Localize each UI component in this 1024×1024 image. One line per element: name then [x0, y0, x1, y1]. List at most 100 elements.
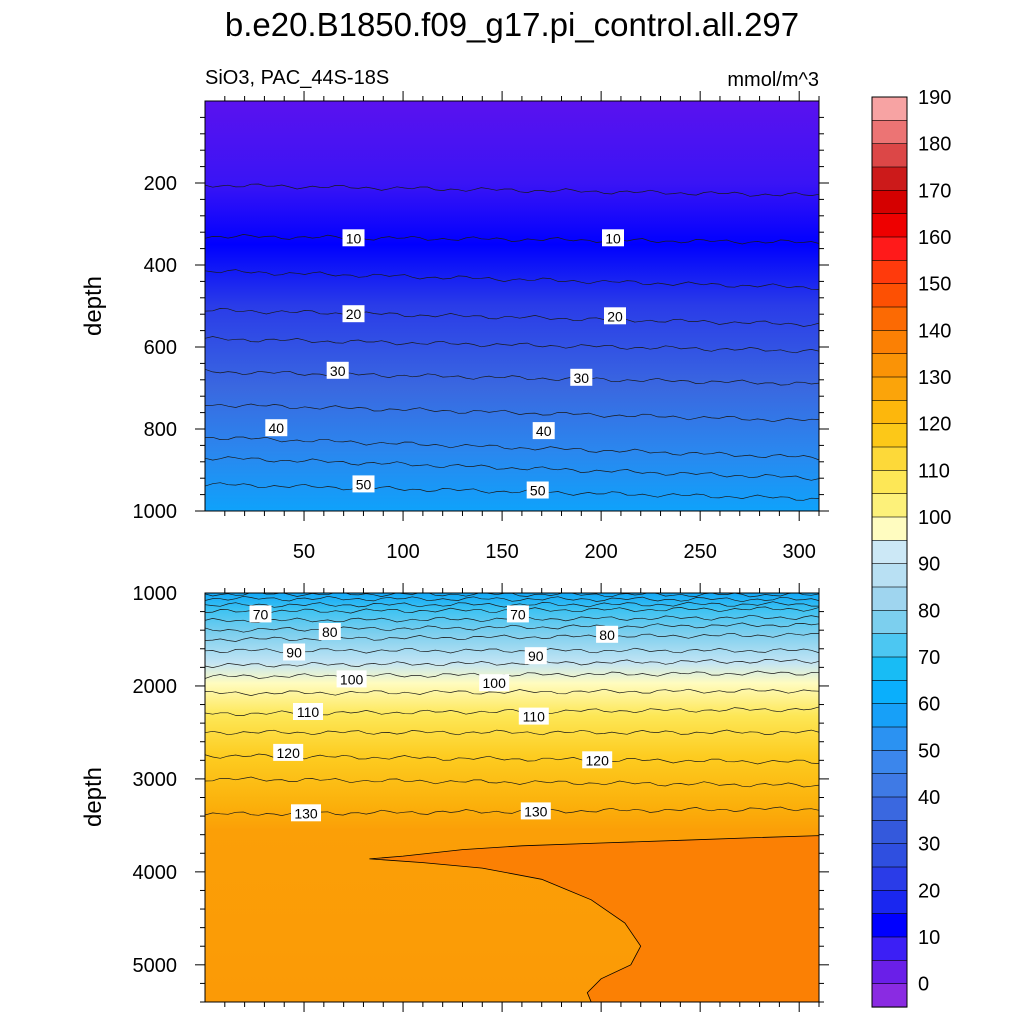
upper-fill	[205, 101, 819, 511]
contour-label-text: 10	[346, 230, 362, 246]
contour-label-text: 120	[277, 745, 301, 761]
colorbar-swatch	[871, 820, 908, 845]
contour-label: 100	[479, 674, 510, 692]
y-tick-label: 1000	[133, 583, 178, 605]
x-tick-label: 200	[584, 541, 617, 563]
contour-label: 90	[524, 647, 547, 665]
contour-label: 100	[336, 670, 367, 688]
y-tick-label: 800	[144, 419, 177, 441]
contour-line	[205, 729, 819, 736]
colorbar-swatch	[871, 866, 908, 891]
colorbar-swatch	[871, 586, 908, 611]
contour-label-text: 20	[346, 306, 362, 322]
colorbar-swatch	[871, 750, 908, 775]
colorbar-swatch	[871, 796, 908, 821]
colorbar-label: 40	[918, 787, 940, 809]
lower-axes: 1000 2000 3000 4000 5000	[133, 583, 829, 1012]
contour-label: 10	[602, 229, 624, 247]
subtitle-left: SiO3, PAC_44S-18S	[205, 67, 389, 89]
colorbar-swatch	[871, 890, 908, 915]
contour-label-text: 10	[605, 230, 621, 246]
contour-line	[205, 482, 819, 501]
contour-label: 110	[518, 707, 549, 725]
contour-label: 70	[249, 605, 272, 623]
contour-label: 90	[283, 643, 306, 661]
colorbar-swatch	[871, 540, 908, 565]
region-140	[369, 835, 819, 1002]
contour-label: 80	[596, 625, 619, 643]
x-tick-label: 300	[783, 541, 816, 563]
colorbar-label: 110	[918, 460, 950, 482]
contour-line	[205, 776, 819, 788]
colorbar-swatch	[871, 96, 908, 121]
contour-label-text: 100	[483, 675, 507, 691]
contour-label-text: 40	[269, 420, 285, 436]
colorbar-swatch	[871, 680, 908, 705]
colorbar-label: 140	[918, 320, 951, 342]
contour-line	[205, 647, 819, 654]
colorbar-swatch	[871, 493, 908, 518]
colorbar-label: 20	[918, 880, 940, 902]
y-tick-label: 400	[144, 255, 177, 277]
contour-line	[205, 688, 819, 696]
colorbar-label: 0	[918, 974, 929, 996]
colorbar: 0 10 20 30 40 50 60 70 80 90 100 110 120 130 140 150 160…	[871, 87, 951, 1008]
colorbar-swatch	[871, 330, 908, 355]
upper-frame	[204, 100, 820, 512]
contour-line	[205, 753, 819, 765]
colorbar-swatch	[871, 983, 908, 1008]
colorbar-label: 10	[918, 927, 940, 949]
colorbar-label: 30	[918, 834, 940, 856]
contour-label: 110	[293, 703, 323, 720]
contour-line	[205, 234, 819, 245]
contour-line	[205, 601, 819, 608]
contour-line	[205, 308, 819, 327]
contour-label: 70	[506, 605, 529, 623]
contour-label-text: 30	[330, 363, 346, 379]
colorbar-swatch	[871, 960, 908, 985]
colorbar-swatch	[871, 306, 908, 331]
contour-label: 120	[582, 751, 613, 769]
lower-panel: 70 80 90 100 110 120 130 70 80 90 100 110 120 130 100…	[80, 583, 829, 1012]
contour-line	[205, 670, 819, 679]
subtitle-right: mmol/m^3	[727, 69, 819, 91]
contour-label: 50	[526, 481, 549, 499]
contour-label-text: 70	[510, 606, 526, 622]
x-tick-label: 50	[293, 541, 315, 563]
contour-label-text: 90	[286, 645, 302, 661]
colorbar-swatch	[871, 260, 908, 285]
y-tick-label: 3000	[133, 769, 178, 791]
contour-label-text: 50	[356, 476, 372, 492]
contour-label: 130	[520, 802, 551, 820]
colorbar-swatch	[871, 633, 908, 658]
contour-label-text: 20	[607, 308, 623, 324]
contour-label-text: 90	[528, 648, 544, 664]
contour-label-text: 120	[586, 752, 610, 768]
colorbar-swatch	[871, 843, 908, 868]
upper-contour-labels: 10 10 20 20 30 30 40 40 50 50	[265, 229, 626, 499]
colorbar-label: 150	[918, 274, 951, 296]
colorbar-swatch	[871, 470, 908, 495]
lower-contour-lines	[205, 593, 819, 816]
colorbar-label: 60	[918, 694, 940, 716]
colorbar-label: 180	[918, 134, 951, 156]
colorbar-label: 170	[918, 180, 951, 202]
colorbar-label: 130	[918, 367, 951, 389]
colorbar-swatch	[871, 936, 908, 961]
colorbar-swatch	[871, 143, 908, 168]
contour-line	[205, 368, 819, 386]
lower-contour-labels: 70 80 90 100 110 120 130 70 80 90 100 110 120 130	[249, 605, 619, 822]
contour-label: 20	[342, 305, 365, 323]
colorbar-label: 120	[918, 414, 951, 436]
colorbar-swatch	[871, 656, 908, 681]
contour-label-text: 130	[524, 803, 548, 819]
x-tick-label: 100	[386, 541, 419, 563]
lower-ylabel: depth	[80, 767, 107, 827]
upper-axes: 50 100 150 200 250 300 200 400 600 800 1000	[133, 91, 829, 563]
chart-title: b.e20.B1850.f09_g17.pi_control.all.297	[225, 6, 799, 43]
colorbar-swatch	[871, 446, 908, 471]
contour-label: 20	[604, 307, 626, 325]
contour-label-text: 110	[297, 704, 320, 720]
x-tick-label: 150	[485, 541, 518, 563]
contour-line	[205, 183, 819, 197]
